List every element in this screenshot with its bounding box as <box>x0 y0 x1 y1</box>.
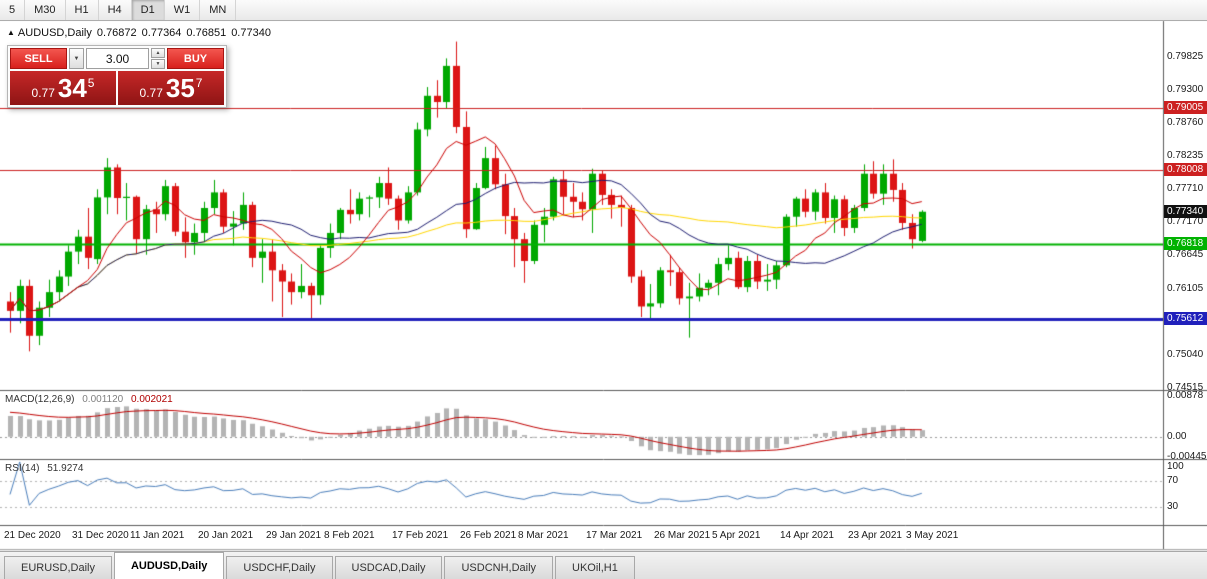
ohlc-low: 0.76851 <box>186 27 227 39</box>
buy-price-point: 7 <box>195 75 203 90</box>
timeframe-button-m30[interactable]: M30 <box>25 0 66 20</box>
sell-button[interactable]: SELL <box>10 48 67 69</box>
tab-audusd-daily[interactable]: AUDUSD,Daily <box>113 552 225 579</box>
ohlc-high: 0.77364 <box>141 27 182 39</box>
lot-spinner: ▲ ▼ <box>151 48 165 69</box>
ohlc-open: 0.76872 <box>96 27 137 39</box>
tab-usdchf-daily[interactable]: USDCHF,Daily <box>226 556 333 579</box>
macd-indicator-header: MACD(12,26,9) 0.001120 0.002021 <box>5 394 173 405</box>
lot-dropdown-button[interactable]: ▼ <box>69 48 84 69</box>
ohlc-close: 0.77340 <box>231 27 271 39</box>
lot-increase-button[interactable]: ▲ <box>151 48 165 58</box>
buy-price-pips: 35 <box>165 73 195 103</box>
chart-tab-bar: EURUSD,Daily AUDUSD,Daily USDCHF,Daily USDC… <box>0 551 1207 579</box>
chart-expand-icon[interactable]: ▲ <box>7 28 15 37</box>
macd-signal-value: 0.002021 <box>131 394 173 405</box>
chevron-down-icon: ▼ <box>73 55 80 62</box>
rsi-name-label: RSI(14) <box>5 463 40 474</box>
tab-usdcad-daily[interactable]: USDCAD,Daily <box>334 556 443 579</box>
sell-price-pips: 34 <box>57 73 87 103</box>
chart-ohlc-header: ▲ AUDUSD,Daily 0.76872 0.77364 0.76851 0.7734… <box>7 27 271 39</box>
buy-price-display[interactable]: 0.77 35 7 <box>118 71 224 105</box>
macd-name-label: MACD(12,26,9) <box>5 394 75 405</box>
lot-size-input[interactable] <box>86 48 149 69</box>
tab-usdcnh-daily[interactable]: USDCNH,Daily <box>444 556 554 579</box>
trade-controls-row: SELL ▼ ▲ ▼ BUY <box>10 48 224 69</box>
buy-price-prefix: 0.77 <box>139 85 163 100</box>
buy-button[interactable]: BUY <box>167 48 224 69</box>
timeframe-button-h1[interactable]: H1 <box>66 0 99 20</box>
timeframe-button-w1[interactable]: W1 <box>165 0 201 20</box>
timeframe-button-h4[interactable]: H4 <box>99 0 132 20</box>
one-click-trade-panel: SELL ▼ ▲ ▼ BUY 0.77 34 5 0.77 35 7 <box>7 45 227 108</box>
trade-price-row: 0.77 34 5 0.77 35 7 <box>10 71 224 105</box>
sell-price-display[interactable]: 0.77 34 5 <box>10 71 116 105</box>
tab-ukoil-h1[interactable]: UKOil,H1 <box>555 556 635 579</box>
chart-symbol-label: AUDUSD,Daily <box>17 27 92 39</box>
lot-decrease-button[interactable]: ▼ <box>151 59 165 69</box>
timeframe-button-mn[interactable]: MN <box>200 0 237 20</box>
timeframe-button-5[interactable]: 5 <box>0 0 26 20</box>
tab-eurusd-daily[interactable]: EURUSD,Daily <box>4 556 112 579</box>
timeframe-button-d1[interactable]: D1 <box>131 0 165 20</box>
sell-price-point: 5 <box>87 75 95 90</box>
rsi-indicator-header: RSI(14) 51.9274 <box>5 463 83 474</box>
sell-price-prefix: 0.77 <box>31 85 55 100</box>
macd-main-value: 0.001120 <box>82 394 124 405</box>
rsi-value: 51.9274 <box>47 463 84 474</box>
timeframe-toolbar: 5 M30 H1 H4 D1 W1 MN <box>0 0 1207 21</box>
